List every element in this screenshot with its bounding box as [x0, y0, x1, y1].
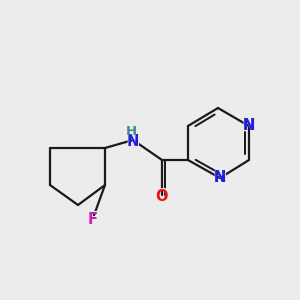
Text: N: N	[214, 170, 226, 185]
Text: N: N	[243, 118, 255, 134]
Text: F: F	[88, 212, 98, 227]
Text: O: O	[156, 189, 168, 204]
Text: F: F	[87, 210, 99, 228]
Text: N: N	[126, 132, 140, 150]
Text: O: O	[154, 187, 169, 205]
Text: N: N	[213, 169, 227, 187]
Text: H: H	[126, 125, 137, 138]
Text: N: N	[242, 117, 256, 135]
Text: N: N	[243, 118, 255, 134]
Text: N: N	[214, 170, 226, 185]
Text: N: N	[127, 134, 139, 149]
